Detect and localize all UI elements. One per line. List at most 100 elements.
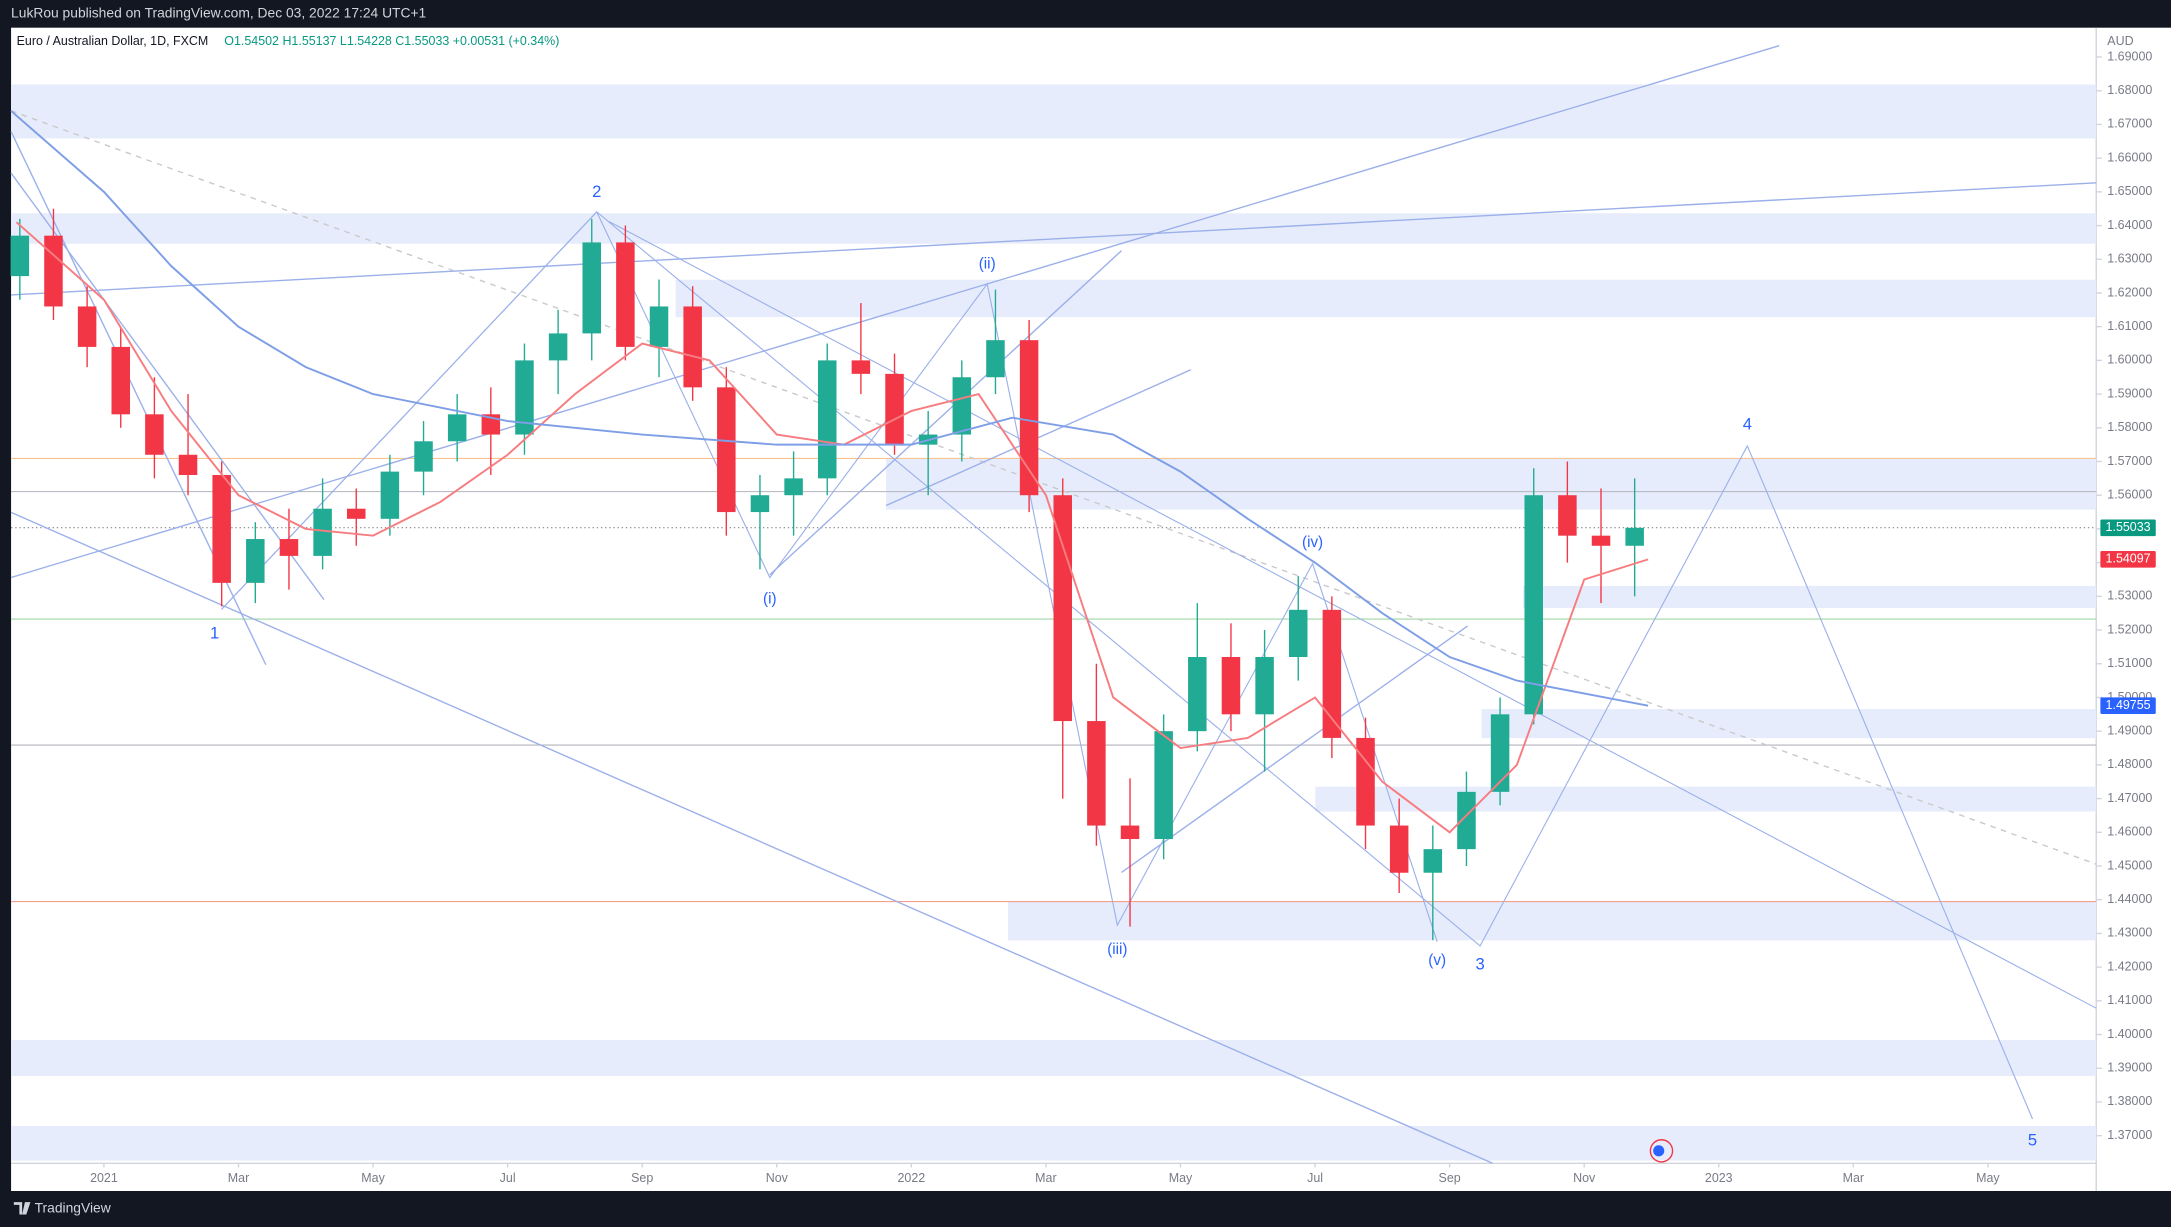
zone — [1481, 709, 2097, 739]
y-tick-label: 1.62000 — [2107, 285, 2152, 299]
candle-body — [1120, 825, 1140, 840]
candle-body — [1389, 825, 1409, 873]
price-label: 1.49755 — [2106, 698, 2151, 712]
brand: TradingView — [35, 1200, 112, 1216]
candle-body — [784, 478, 803, 496]
candle-body — [279, 539, 299, 556]
y-tick-label: 1.49000 — [2107, 723, 2152, 737]
currency: AUD — [2107, 34, 2133, 48]
x-tick-label: May — [1169, 1171, 1193, 1185]
candle-body — [1188, 657, 1207, 732]
y-tick-label: 1.67000 — [2107, 117, 2152, 131]
y-tick-label: 1.53000 — [2107, 589, 2152, 603]
y-tick-label: 1.46000 — [2107, 825, 2152, 839]
candle-body — [346, 508, 366, 519]
y-tick-label: 1.42000 — [2107, 959, 2152, 973]
price-label-box — [2100, 697, 2156, 715]
footer-logo: TradingView — [13, 1200, 112, 1216]
y-tick-label: 1.57000 — [2107, 454, 2152, 468]
y-tick-label: 1.44000 — [2107, 892, 2152, 906]
trendlines — [10, 45, 2097, 1164]
trendline — [10, 172, 325, 601]
x-tick-label: May — [361, 1171, 385, 1185]
candle-body — [447, 414, 467, 442]
candle-body — [515, 360, 534, 435]
candle-body — [1356, 737, 1375, 826]
x-tick-label: May — [1976, 1171, 2000, 1185]
candle-body — [111, 346, 131, 415]
price-label: 1.55033 — [2106, 520, 2151, 534]
candle-body — [817, 360, 837, 479]
candle-body — [212, 474, 231, 583]
zone — [1007, 901, 2097, 941]
candle-body — [885, 373, 904, 445]
candle-body — [1524, 495, 1543, 715]
candle-body — [1053, 495, 1072, 722]
y-tick-label: 1.51000 — [2107, 656, 2152, 670]
x-tick-label: 2021 — [90, 1171, 118, 1185]
x-tick-label: Mar — [1843, 1171, 1864, 1185]
price-label-box — [2100, 519, 2156, 537]
x-tick-label: Jul — [1307, 1171, 1323, 1185]
candle-body — [548, 333, 568, 361]
wave-label: (iii) — [1107, 941, 1127, 958]
wave-label: 2 — [592, 182, 601, 201]
candle-body — [952, 377, 972, 435]
trendline — [769, 250, 1122, 576]
x-tick-label: 2023 — [1705, 1171, 1733, 1185]
x-tick-label: Nov — [1573, 1171, 1596, 1185]
candle-body — [414, 441, 433, 472]
candle-body — [649, 306, 669, 347]
trendline — [608, 221, 2097, 1009]
candle-body — [246, 539, 265, 583]
x-tick-label: Jul — [500, 1171, 516, 1185]
candle-body — [313, 508, 332, 556]
wave-path — [221, 211, 2034, 1120]
y-tick-label: 1.61000 — [2107, 319, 2152, 333]
y-tick-label: 1.64000 — [2107, 218, 2152, 232]
zone — [11, 1125, 2097, 1161]
trendline — [11, 182, 2097, 296]
symbol: Euro / Australian Dollar, 1D, FXCM — [17, 34, 209, 48]
candle-body — [1154, 731, 1173, 840]
x-tick-label: 2022 — [897, 1171, 925, 1185]
candle-body — [851, 360, 871, 374]
candle-body — [1288, 609, 1308, 658]
y-tick-label: 1.63000 — [2107, 252, 2152, 266]
y-tick-label: 1.66000 — [2107, 150, 2152, 164]
wave-label: 5 — [2028, 1131, 2037, 1150]
chart-area — [11, 27, 2171, 1191]
y-tick-label: 1.69000 — [2107, 49, 2152, 63]
y-tick-label: 1.68000 — [2107, 83, 2152, 97]
y-tick-label: 1.48000 — [2107, 757, 2152, 771]
candle-body — [1558, 495, 1577, 536]
zone — [886, 458, 2097, 510]
trendline — [10, 511, 1493, 1164]
candle-body — [77, 306, 97, 347]
y-tick-label: 1.52000 — [2107, 622, 2152, 636]
zone — [675, 279, 2097, 318]
moving-average — [10, 110, 1649, 707]
wave-label: 4 — [1743, 415, 1752, 434]
badge — [1649, 1139, 1674, 1163]
y-tick-label: 1.38000 — [2107, 1094, 2152, 1108]
wave-label: (ii) — [979, 256, 996, 273]
price-label: 1.54097 — [2106, 552, 2151, 566]
candle-body — [1591, 535, 1611, 546]
candle-body — [1490, 714, 1510, 792]
y-tick-label: 1.56000 — [2107, 488, 2152, 502]
y-tick-label: 1.43000 — [2107, 926, 2152, 940]
y-tick-label: 1.39000 — [2107, 1061, 2152, 1075]
wave-label: (iv) — [1302, 534, 1323, 551]
badge-dot — [1653, 1145, 1665, 1157]
candle-body — [1625, 527, 1644, 546]
price-label-box — [2100, 551, 2156, 568]
x-tick-label: Sep — [1439, 1171, 1461, 1185]
y-tick-label: 1.58000 — [2107, 420, 2152, 434]
candle-body — [1457, 791, 1476, 850]
trendline — [10, 110, 2097, 865]
y-tick-label: 1.41000 — [2107, 993, 2152, 1007]
badge-ring — [1649, 1139, 1674, 1163]
candle-body — [717, 387, 736, 513]
